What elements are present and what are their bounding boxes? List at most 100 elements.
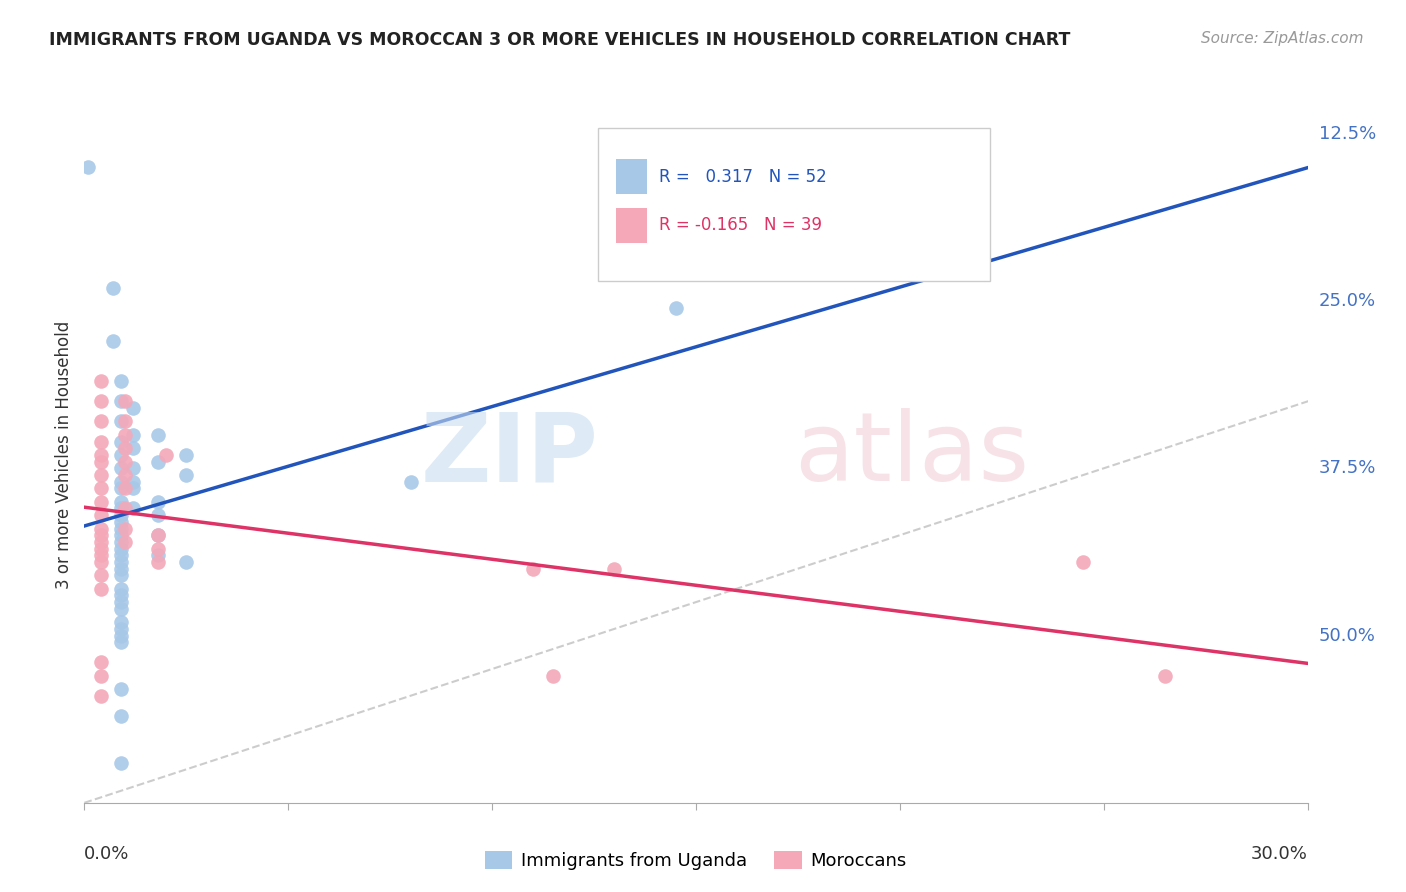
- Point: [90, 548, 112, 563]
- Point: [77, 161, 100, 175]
- Point: [110, 548, 132, 563]
- Point: [146, 494, 169, 508]
- Point: [114, 428, 136, 442]
- Text: atlas: atlas: [794, 409, 1029, 501]
- Point: [110, 448, 132, 462]
- Point: [101, 334, 124, 349]
- Text: ZIP: ZIP: [420, 409, 598, 501]
- Point: [110, 628, 132, 642]
- Point: [114, 394, 136, 409]
- Text: 25.0%: 25.0%: [1319, 292, 1376, 310]
- Point: [110, 602, 132, 616]
- Point: [110, 461, 132, 475]
- Point: [90, 394, 112, 409]
- Point: [90, 582, 112, 596]
- Point: [110, 501, 132, 516]
- Point: [114, 442, 136, 456]
- Point: [174, 448, 197, 462]
- Point: [122, 501, 145, 516]
- Point: [146, 508, 169, 523]
- Point: [110, 375, 132, 389]
- Point: [174, 555, 197, 569]
- Point: [110, 708, 132, 723]
- Text: R =   0.317   N = 52: R = 0.317 N = 52: [659, 168, 827, 186]
- Point: [110, 475, 132, 489]
- Point: [110, 582, 132, 596]
- Point: [399, 475, 422, 489]
- Point: [146, 528, 169, 542]
- Point: [110, 541, 132, 556]
- Point: [90, 669, 112, 683]
- Point: [90, 541, 112, 556]
- Point: [90, 415, 112, 429]
- Point: [90, 494, 112, 508]
- Point: [110, 622, 132, 636]
- Point: [90, 521, 112, 535]
- Text: 30.0%: 30.0%: [1251, 845, 1308, 863]
- Point: [110, 568, 132, 582]
- Point: [522, 562, 544, 576]
- Point: [1071, 555, 1094, 569]
- Text: IMMIGRANTS FROM UGANDA VS MOROCCAN 3 OR MORE VEHICLES IN HOUSEHOLD CORRELATION C: IMMIGRANTS FROM UGANDA VS MOROCCAN 3 OR …: [49, 31, 1070, 49]
- Point: [155, 448, 177, 462]
- Point: [114, 501, 136, 516]
- Point: [114, 535, 136, 549]
- Point: [90, 482, 112, 496]
- Point: [174, 468, 197, 483]
- Point: [122, 475, 145, 489]
- Point: [146, 428, 169, 442]
- Point: [90, 689, 112, 703]
- Point: [110, 681, 132, 696]
- Point: [110, 482, 132, 496]
- Point: [90, 535, 112, 549]
- Point: [90, 555, 112, 569]
- Point: [114, 521, 136, 535]
- Text: 37.5%: 37.5%: [1319, 459, 1376, 477]
- Point: [114, 455, 136, 469]
- Point: [90, 448, 112, 462]
- Point: [603, 562, 626, 576]
- Point: [110, 515, 132, 529]
- Point: [110, 528, 132, 542]
- Point: [110, 589, 132, 603]
- Point: [101, 281, 124, 295]
- Point: [664, 301, 686, 315]
- Point: [90, 468, 112, 483]
- Point: [110, 434, 132, 449]
- Text: R = -0.165   N = 39: R = -0.165 N = 39: [659, 217, 823, 235]
- Text: 0.0%: 0.0%: [84, 845, 129, 863]
- Point: [114, 482, 136, 496]
- Point: [110, 494, 132, 508]
- Point: [90, 528, 112, 542]
- Point: [146, 541, 169, 556]
- Point: [110, 415, 132, 429]
- Point: [90, 455, 112, 469]
- Y-axis label: 3 or more Vehicles in Household: 3 or more Vehicles in Household: [55, 321, 73, 589]
- Point: [122, 442, 145, 456]
- Point: [110, 394, 132, 409]
- Point: [114, 415, 136, 429]
- Point: [90, 655, 112, 669]
- Point: [122, 401, 145, 416]
- Point: [122, 461, 145, 475]
- Point: [110, 635, 132, 649]
- Point: [146, 528, 169, 542]
- Text: 50.0%: 50.0%: [1319, 626, 1375, 645]
- Bar: [616, 208, 647, 243]
- Point: [90, 375, 112, 389]
- Bar: [598, 128, 990, 281]
- Point: [90, 434, 112, 449]
- Point: [114, 468, 136, 483]
- Point: [146, 455, 169, 469]
- Point: [110, 615, 132, 630]
- Point: [146, 548, 169, 563]
- Legend: Immigrants from Uganda, Moroccans: Immigrants from Uganda, Moroccans: [478, 844, 914, 877]
- Point: [122, 428, 145, 442]
- Bar: [616, 159, 647, 194]
- Point: [122, 482, 145, 496]
- Point: [90, 508, 112, 523]
- Point: [110, 756, 132, 770]
- Point: [110, 555, 132, 569]
- Point: [1153, 669, 1175, 683]
- Point: [110, 521, 132, 535]
